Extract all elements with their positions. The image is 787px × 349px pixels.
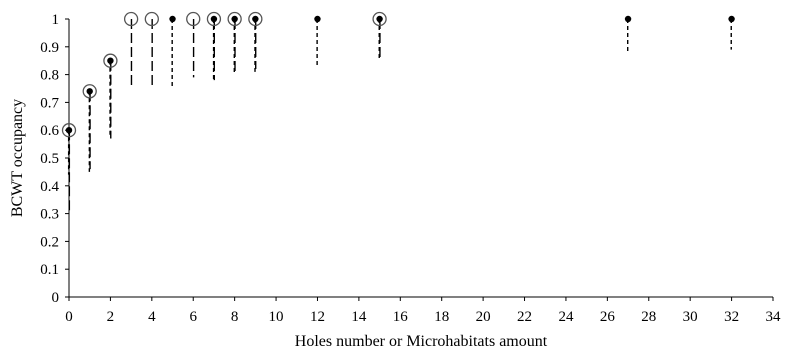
data-point-filled	[624, 15, 632, 23]
x-tick-label: 20	[476, 309, 491, 325]
x-tick-label: 26	[600, 309, 616, 325]
x-axis-title: Holes number or Microhabitats amount	[295, 333, 548, 349]
x-tick-label: 18	[434, 309, 449, 325]
data-point-filled	[231, 15, 238, 23]
data-point-open	[206, 11, 222, 27]
data-point-filled	[314, 15, 321, 23]
y-tick-label: 0.2	[40, 234, 59, 250]
y-tick-label: 0.8	[40, 68, 59, 84]
x-tick-label: 28	[641, 309, 656, 325]
x-tick-label: 32	[724, 309, 739, 325]
series-layer	[61, 11, 735, 214]
data-point-filled	[252, 15, 259, 23]
x-tick-label: 24	[558, 309, 574, 325]
data-point-open	[144, 11, 159, 27]
y-axis-title: BCWT occupancy	[9, 99, 26, 217]
x-tick-label: 8	[231, 309, 239, 325]
series-0	[65, 15, 735, 175]
y-tick-label: 0.1	[40, 262, 59, 278]
y-tick-label: 0.5	[40, 151, 59, 167]
data-point-filled	[728, 15, 735, 23]
data-point-filled	[376, 15, 383, 23]
y-tick-label: 0.3	[40, 207, 59, 223]
x-tick-label: 10	[269, 309, 284, 325]
x-tick-label: 12	[310, 309, 325, 325]
y-tick-label: 1	[52, 12, 60, 28]
x-tick-label: 34	[766, 309, 782, 325]
y-tick-label: 0.7	[40, 95, 59, 111]
data-point-open	[61, 123, 77, 138]
data-point-open	[372, 11, 387, 27]
data-point-filled	[210, 15, 218, 23]
x-tick-label: 14	[351, 309, 367, 325]
data-point-open	[227, 11, 242, 27]
x-tick-label: 2	[107, 309, 115, 325]
data-point-filled	[65, 127, 73, 134]
y-tick-label: 0.4	[40, 179, 59, 195]
data-point-open	[186, 11, 201, 27]
x-tick-label: 0	[65, 309, 73, 325]
data-point-open	[82, 84, 97, 99]
data-point-filled	[107, 57, 114, 64]
data-point-filled	[86, 88, 93, 95]
data-point-open	[248, 11, 263, 27]
y-tick-label: 0.6	[40, 123, 59, 139]
x-tick-label: 6	[189, 309, 197, 325]
x-tick-label: 16	[393, 309, 409, 325]
x-tick-label: 30	[683, 309, 698, 325]
data-point-open	[123, 11, 139, 27]
data-point-filled	[169, 15, 176, 23]
axes	[65, 18, 774, 301]
series-1	[61, 11, 387, 214]
tick-labels: 00.10.20.30.40.50.60.70.80.910 2 4 6 8 10 12 14…	[40, 12, 781, 325]
x-tick-label: 22	[517, 309, 532, 325]
x-tick-label: 4	[148, 309, 156, 325]
y-tick-label: 0	[52, 290, 60, 306]
y-tick-label: 0.9	[40, 40, 59, 56]
data-point-open	[103, 53, 118, 68]
